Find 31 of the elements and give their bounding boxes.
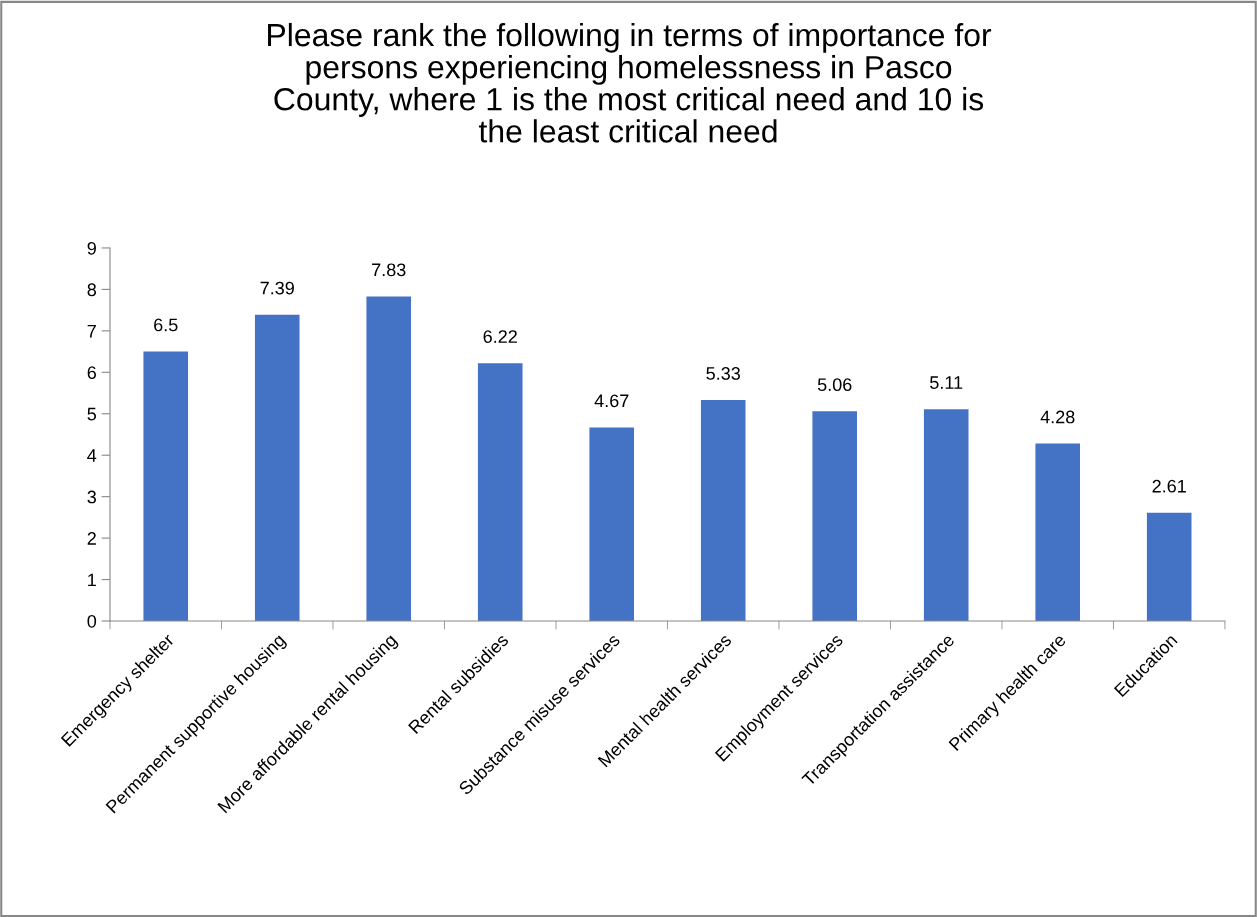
data-label: 6.5 [154,318,178,332]
y-tick-label: 1 [88,573,96,587]
bar [1035,443,1080,621]
data-label: 7.83 [372,263,406,277]
data-label: 7.39 [260,281,294,295]
y-tick-label: 3 [87,490,96,504]
y-tick-label: 9 [87,241,96,255]
bar [366,296,412,621]
bar [812,411,858,621]
data-label: 5.06 [817,378,852,392]
data-label: 4.28 [1040,410,1075,424]
data-label: 5.11 [930,376,963,389]
chart-title: Please rank the following in terms of importance for persons experiencing homelessness in Pasco County, where 1 is the most critical need and 10 is the least critical need [268,22,992,143]
y-tick-label: 6 [87,366,96,380]
bar [1146,512,1192,621]
data-label: 5.33 [706,367,740,380]
bar [254,314,300,621]
data-label: 2.61 [1152,479,1186,493]
y-tick-label: 2 [87,532,96,545]
y-tick-label: 4 [87,449,97,462]
bar [700,400,746,621]
y-tick-label: 5 [87,407,97,421]
bar [923,409,969,621]
y-tick-label: 8 [87,283,97,297]
data-label: 6.22 [483,330,517,343]
y-tick-label: 7 [87,324,96,338]
bar [589,427,635,621]
bar [143,351,189,621]
y-tick-label: 0 [87,614,97,628]
data-label: 4.67 [594,394,629,408]
bar [477,363,523,621]
